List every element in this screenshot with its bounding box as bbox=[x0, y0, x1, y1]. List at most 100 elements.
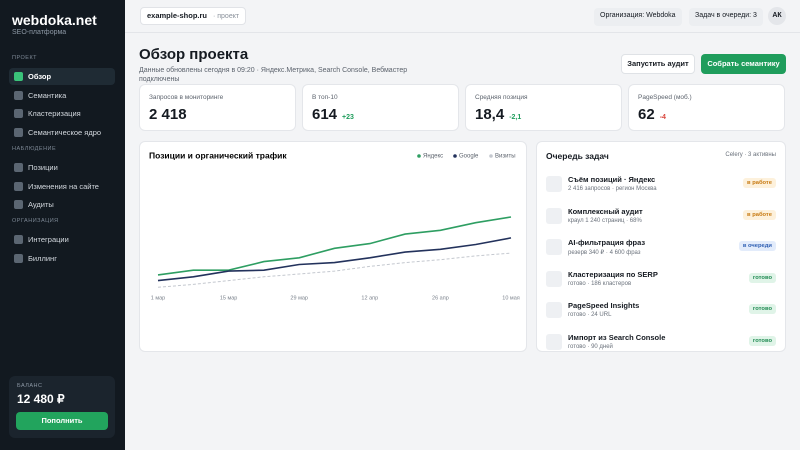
nav-icon bbox=[14, 162, 23, 172]
kpi-value: 2 418 bbox=[149, 106, 187, 123]
kpi-card: В топ-10 614 +23 bbox=[302, 84, 459, 131]
task-row[interactable]: Импорт из Search Console готово · 90 дней… bbox=[537, 330, 785, 358]
queue-pill[interactable]: Задач в очереди: 3 bbox=[689, 8, 763, 26]
task-detail: резерв 340 ₽ · 4 600 фраз bbox=[568, 250, 641, 256]
legend-dot bbox=[417, 154, 421, 158]
kpi-delta: -2,1 bbox=[509, 114, 522, 121]
task-detail: готово · 186 кластеров bbox=[568, 280, 632, 287]
task-icon bbox=[546, 176, 562, 192]
task-title: Комплексный аудит bbox=[568, 206, 643, 216]
task-row[interactable]: PageSpeed Insights готово · 24 URL готово bbox=[537, 298, 785, 326]
series-line bbox=[157, 237, 512, 282]
nav-item[interactable]: Семантика bbox=[9, 87, 115, 104]
balance-card: БАЛАНС 12 480 ₽ Пополнить bbox=[9, 376, 115, 438]
queue-title: Очередь задач bbox=[546, 151, 609, 161]
logo[interactable]: webdoka.net bbox=[12, 12, 97, 28]
kpi-value: 62 -4 bbox=[638, 106, 666, 123]
queue-note: Celery · 3 активны bbox=[725, 152, 776, 158]
page-title: Обзор проекта bbox=[139, 46, 249, 63]
nav-icon bbox=[14, 181, 23, 191]
tagline: SEO-платформа bbox=[12, 29, 67, 36]
balance-label: БАЛАНС bbox=[17, 383, 43, 389]
audit-button[interactable]: Запустить аудит bbox=[621, 54, 695, 74]
sidebar: webdoka.net SEO-платформа ПРОЕКТ Обзор Сем… bbox=[0, 0, 125, 450]
nav-item[interactable]: Позиции bbox=[9, 159, 115, 176]
semantic-button[interactable]: Собрать семантику bbox=[701, 54, 786, 74]
nav-item[interactable]: Биллинг bbox=[9, 250, 115, 267]
topup-button[interactable]: Пополнить bbox=[16, 412, 108, 430]
project-switch[interactable]: example-shop.ru · проект bbox=[140, 7, 247, 25]
nav-icon bbox=[14, 90, 23, 100]
x-tick-label: 10 мая bbox=[502, 295, 519, 301]
task-title: Кластеризация по SERP bbox=[568, 269, 658, 279]
nav-icon bbox=[14, 234, 23, 244]
kpi-delta: -4 bbox=[659, 114, 666, 121]
project-name: example-shop.ru bbox=[147, 11, 208, 20]
task-title: PageSpeed Insights bbox=[568, 301, 640, 310]
task-detail: готово · 90 дней bbox=[568, 343, 613, 350]
org-pill[interactable]: Организация: Webdoka bbox=[594, 8, 682, 26]
nav-item[interactable]: Изменения на сайте bbox=[9, 178, 115, 195]
nav-section: НАБЛЮДЕНИЕ bbox=[12, 145, 57, 152]
task-detail: краул 1 240 страниц · 68% bbox=[568, 217, 642, 224]
nav-section: ОРГАНИЗАЦИЯ bbox=[12, 217, 59, 224]
kpi-label: Запросов в мониторинге bbox=[149, 94, 224, 101]
queue-card: Очередь задач Celery · 3 активны Съём по… bbox=[536, 141, 786, 352]
kpi-delta: +23 bbox=[342, 114, 354, 121]
legend-label: Визиты bbox=[495, 154, 516, 160]
nav-item[interactable]: Кластеризация bbox=[9, 105, 115, 122]
nav-icon bbox=[14, 253, 23, 263]
legend-label: Яндекс bbox=[423, 154, 443, 160]
task-status: готово bbox=[748, 272, 776, 283]
task-icon bbox=[546, 239, 562, 255]
nav-section: ПРОЕКТ bbox=[12, 55, 38, 61]
task-status: в работе bbox=[743, 178, 776, 188]
task-status: в очереди bbox=[738, 241, 776, 251]
chart: Позиции и органический трафик Яндекс Goog… bbox=[149, 150, 520, 301]
nav-item[interactable]: Интеграции bbox=[9, 231, 115, 248]
task-row[interactable]: Кластеризация по SERP готово · 186 класте… bbox=[537, 267, 785, 295]
nav-item[interactable]: Обзор bbox=[9, 68, 115, 85]
legend-label: Google bbox=[459, 154, 479, 160]
project-note: · проект bbox=[212, 13, 240, 20]
chart-card: Позиции и органический трафик Яндекс Goog… bbox=[139, 141, 527, 352]
task-row[interactable]: AI-фильтрация фраз резерв 340 ₽ · 4 600 ф… bbox=[537, 235, 785, 263]
x-tick-label: 26 апр bbox=[432, 295, 449, 301]
nav-icon bbox=[14, 200, 23, 210]
nav-label: Обзор bbox=[28, 72, 52, 81]
nav-label: Позиции bbox=[28, 162, 58, 172]
nav-icon bbox=[14, 109, 23, 119]
nav-item[interactable]: Семантическое ядро bbox=[9, 124, 115, 141]
nav-item[interactable]: Аудиты bbox=[9, 196, 115, 213]
nav-label: Интеграции bbox=[28, 234, 69, 244]
kpi-label: В топ-10 bbox=[312, 94, 338, 101]
task-row[interactable]: Комплексный аудит краул 1 240 страниц · 6… bbox=[537, 204, 785, 232]
task-title: Съём позиций · Яндекс bbox=[568, 175, 656, 184]
task-status: в работе bbox=[743, 209, 776, 220]
nav-label: Кластеризация bbox=[28, 109, 81, 119]
x-tick-label: 12 апр bbox=[361, 295, 378, 301]
page-subtitle: Данные обновлены сегодня в 09:20 · Яндек… bbox=[139, 67, 408, 83]
kpi-label: PageSpeed (моб.) bbox=[638, 94, 692, 101]
nav-label: Биллинг bbox=[28, 253, 57, 263]
task-row[interactable]: Съём позиций · Яндекс 2 416 запросов · ре… bbox=[537, 172, 785, 200]
task-icon bbox=[546, 302, 562, 318]
nav-icon bbox=[14, 72, 23, 81]
nav-label: Семантика bbox=[28, 90, 67, 100]
task-detail: 2 416 запросов · регион Москва bbox=[568, 186, 657, 192]
task-status: готово bbox=[748, 335, 776, 346]
task-icon bbox=[546, 270, 562, 287]
nav-label: Изменения на сайте bbox=[28, 181, 99, 191]
series-line bbox=[157, 252, 512, 288]
kpi-label: Средняя позиция bbox=[475, 94, 528, 101]
chart-title: Позиции и органический трафик bbox=[149, 150, 287, 160]
avatar[interactable]: АК bbox=[768, 7, 786, 25]
nav-label: Семантическое ядро bbox=[28, 128, 102, 138]
x-tick-label: 1 мар bbox=[151, 295, 166, 301]
kpi-card: Средняя позиция 18,4 -2,1 bbox=[465, 84, 622, 131]
kpi-card: PageSpeed (моб.) 62 -4 bbox=[628, 84, 785, 131]
task-title: AI-фильтрация фраз bbox=[568, 238, 646, 247]
task-icon bbox=[546, 207, 562, 224]
